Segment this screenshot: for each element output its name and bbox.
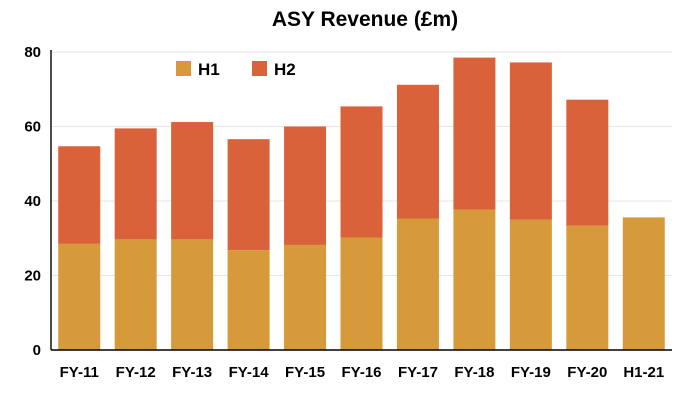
x-tick-label: FY-17	[398, 364, 438, 381]
bar-h1-h1-21	[622, 217, 665, 350]
x-tick-label: FY-20	[567, 364, 607, 381]
bar-h1-fy-17	[396, 218, 439, 350]
legend-swatch-h1	[176, 61, 191, 76]
bar-h2-fy-16	[340, 106, 383, 238]
bar-h2-fy-14	[227, 139, 270, 251]
legend: H1 H2	[176, 60, 296, 79]
bar-h2-fy-12	[114, 128, 157, 240]
bar-h2-fy-19	[509, 62, 552, 220]
bar-h1-fy-20	[566, 225, 609, 350]
y-tick-label: 80	[24, 44, 41, 61]
y-tick-label: 20	[24, 268, 41, 285]
y-axis-ticks: 0 20 40 60 80	[24, 44, 41, 359]
bar-h2-fy-15	[284, 126, 327, 245]
bar-h1-fy-14	[227, 250, 270, 350]
y-tick-label: 0	[33, 342, 41, 359]
bar-h2-fy-11	[58, 146, 101, 244]
bar-h2-fy-17	[396, 84, 439, 219]
bar-h1-fy-16	[340, 237, 383, 350]
x-tick-label: FY-18	[454, 364, 494, 381]
x-tick-label: H1-21	[623, 364, 664, 381]
y-tick-label: 60	[24, 119, 41, 136]
bar-h2-fy-20	[566, 99, 609, 226]
chart-title: ASY Revenue (£m)	[272, 8, 458, 31]
legend-label-h2: H2	[274, 60, 296, 79]
y-tick-label: 40	[24, 193, 41, 210]
legend-swatch-h2	[252, 61, 267, 76]
x-tick-label: FY-16	[341, 364, 381, 381]
x-axis-ticks: FY-11 FY-12 FY-13 FY-14 FY-15 FY-16 FY-17 FY-18…	[60, 364, 665, 381]
bar-h2-fy-18	[453, 57, 496, 210]
legend-label-h1: H1	[198, 60, 220, 79]
bar-h1-fy-13	[171, 239, 214, 350]
bar-h1-fy-19	[509, 219, 552, 350]
bar-h1-fy-15	[284, 244, 327, 350]
bar-h1-fy-12	[114, 239, 157, 350]
bar-h2-fy-13	[171, 122, 214, 240]
x-tick-label: FY-11	[60, 364, 99, 381]
bar-h1-fy-11	[58, 243, 101, 350]
axes	[50, 50, 672, 351]
x-tick-label: FY-13	[172, 364, 212, 381]
x-tick-label: FY-12	[116, 364, 156, 381]
bars	[58, 57, 665, 350]
x-tick-label: FY-14	[229, 364, 270, 381]
x-tick-label: FY-15	[285, 364, 325, 381]
x-tick-label: FY-19	[511, 364, 551, 381]
bar-h1-fy-18	[453, 209, 496, 350]
